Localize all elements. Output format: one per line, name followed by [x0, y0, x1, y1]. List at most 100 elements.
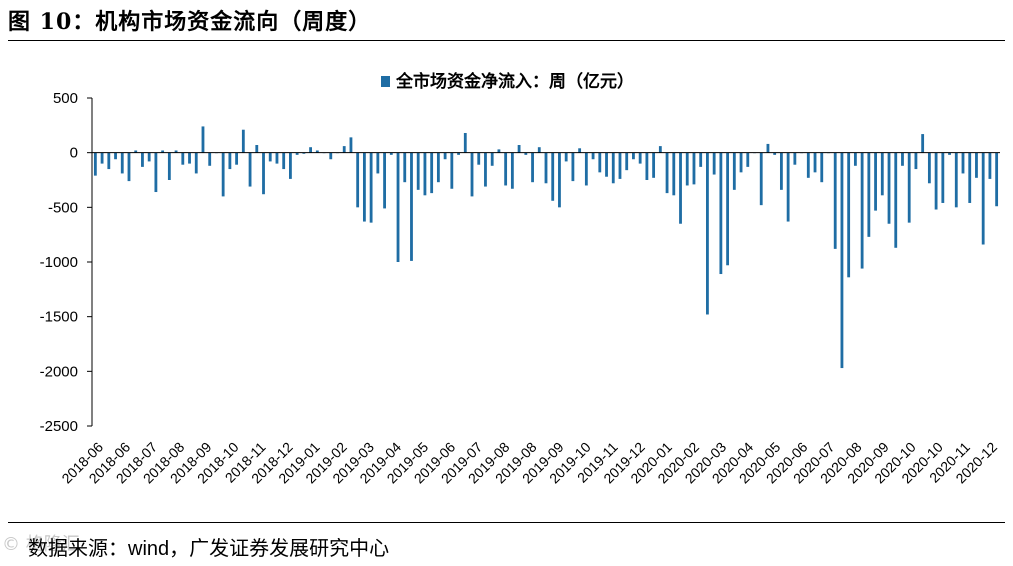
- bar: [369, 152, 373, 223]
- bar: [282, 152, 286, 170]
- bar: [564, 152, 568, 162]
- bar: [739, 152, 743, 173]
- y-tick-label: -500: [48, 199, 78, 216]
- bar: [645, 152, 649, 180]
- bar: [302, 152, 306, 154]
- bar: [712, 152, 716, 175]
- bar: [201, 126, 205, 153]
- bar: [134, 150, 138, 153]
- bar: [685, 152, 689, 186]
- bar: [255, 145, 259, 153]
- bar: [241, 129, 245, 153]
- bar: [860, 152, 864, 269]
- bars: [93, 126, 999, 369]
- bar: [457, 152, 460, 155]
- y-tick-label: -2500: [40, 418, 78, 435]
- y-tick-label: -2000: [40, 363, 78, 380]
- bar: [194, 152, 198, 174]
- bar: [114, 152, 117, 160]
- legend-label: 全市场资金净流入：周（亿元）: [395, 71, 634, 92]
- bar: [921, 134, 925, 153]
- bar: [632, 152, 635, 160]
- bar: [679, 152, 682, 224]
- bar: [315, 150, 319, 153]
- bar: [981, 152, 985, 245]
- bar: [342, 146, 346, 153]
- bar: [349, 137, 353, 153]
- bar: [531, 152, 534, 183]
- bar: [820, 152, 824, 183]
- y-tick-label: 0: [70, 145, 78, 162]
- bar: [719, 152, 723, 275]
- bar: [510, 152, 514, 189]
- bar: [948, 152, 951, 155]
- bar: [975, 152, 978, 178]
- bar: [235, 152, 239, 165]
- bar: [611, 152, 615, 184]
- bar: [470, 152, 474, 197]
- bar: [295, 152, 299, 155]
- bar: [275, 152, 279, 164]
- bar: [517, 145, 521, 153]
- bar: [746, 152, 750, 167]
- bar: [766, 143, 770, 153]
- bar: [167, 152, 171, 180]
- bar: [141, 152, 144, 167]
- bar: [127, 152, 131, 182]
- bar: [93, 152, 97, 176]
- bar: [759, 152, 763, 206]
- bar: [537, 147, 541, 153]
- bar: [833, 152, 837, 249]
- bar: [927, 152, 931, 184]
- bar: [847, 152, 851, 278]
- bar: [880, 152, 884, 196]
- bar: [309, 147, 312, 153]
- title-rule: [8, 40, 1005, 41]
- bar: [652, 152, 656, 178]
- bar: [154, 152, 158, 193]
- bar: [779, 152, 783, 190]
- bar: [968, 152, 972, 203]
- bar: [376, 152, 380, 174]
- bar: [329, 152, 333, 160]
- bar: [362, 152, 366, 222]
- bar: [436, 152, 440, 183]
- watermark: © 格隆汇: [2, 534, 80, 555]
- bar: [410, 152, 413, 261]
- bar: [638, 152, 642, 164]
- bar: [558, 152, 561, 208]
- bar: [100, 152, 104, 164]
- bar: [524, 152, 528, 155]
- bar: [853, 152, 857, 166]
- bar: [995, 152, 999, 207]
- bar: [840, 152, 844, 369]
- bar: [786, 152, 790, 222]
- bar: [961, 152, 965, 174]
- bar: [403, 152, 407, 183]
- bar: [665, 152, 669, 194]
- figure-title: 图 10：机构市场资金流向（周度）: [8, 9, 372, 35]
- bar: [813, 152, 817, 173]
- legend-swatch: [381, 76, 390, 87]
- bar: [161, 150, 165, 153]
- bar: [793, 152, 797, 165]
- source-text: wind，广发证券发展研究中心: [128, 538, 390, 560]
- source-label: 数据来源：: [28, 536, 128, 560]
- bar: [490, 152, 494, 166]
- bar: [732, 152, 736, 190]
- bar: [423, 152, 427, 196]
- bar: [954, 152, 958, 208]
- bar: [262, 152, 265, 195]
- bar: [706, 152, 709, 315]
- bar: [221, 152, 225, 197]
- bar: [443, 152, 447, 160]
- y-tick-label: -1500: [40, 309, 78, 326]
- bar: [692, 152, 696, 185]
- bar: [625, 152, 629, 171]
- bar: [107, 152, 111, 170]
- bar: [605, 152, 608, 177]
- bar: [356, 152, 360, 208]
- bar: [463, 132, 467, 153]
- bar: [867, 152, 871, 237]
- bar: [396, 152, 400, 262]
